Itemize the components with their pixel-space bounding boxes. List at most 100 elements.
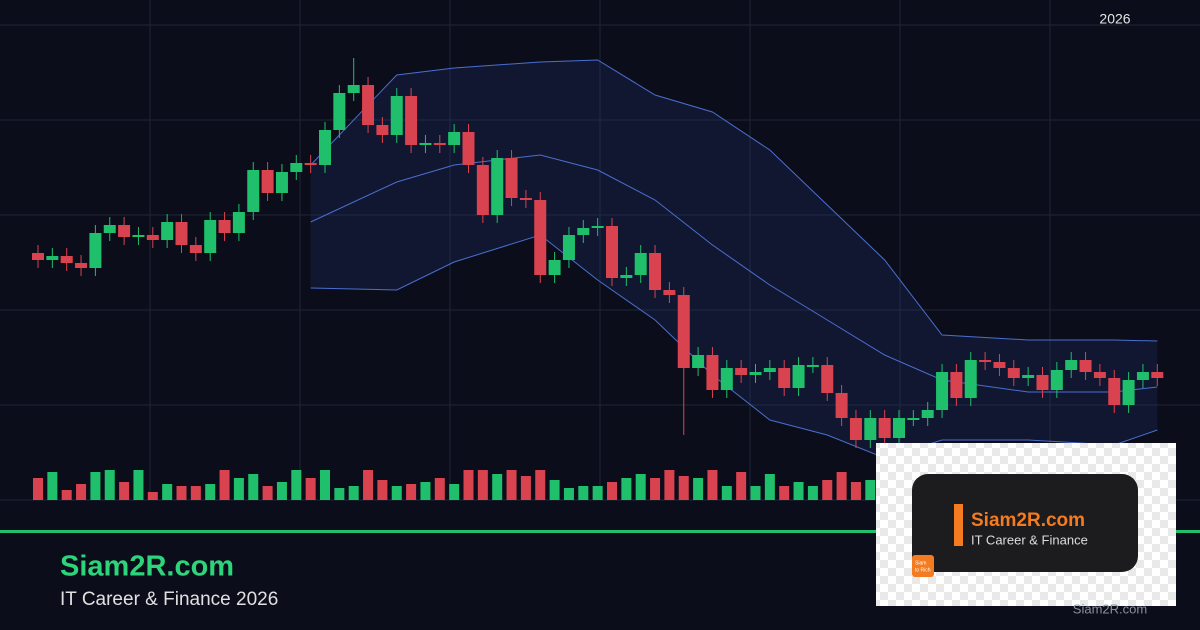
- volume-bar: [233, 478, 244, 500]
- volume-bar: [592, 486, 603, 500]
- volume-bar: [406, 484, 417, 500]
- candle-body: [419, 143, 432, 145]
- candle-body: [376, 125, 389, 135]
- candle-body: [936, 372, 949, 410]
- candle-body: [189, 245, 202, 253]
- candle-body: [763, 368, 776, 372]
- candle-body: [735, 368, 748, 375]
- volume-bar: [434, 478, 445, 500]
- volume-bar: [506, 470, 517, 500]
- candle-body: [1136, 372, 1149, 380]
- volume-bar: [348, 486, 359, 500]
- icon-text: Siam: [915, 560, 926, 566]
- candle-body: [548, 260, 561, 275]
- badge-tagline: IT Career & Finance: [971, 532, 1088, 547]
- badge-card: [912, 474, 1138, 572]
- candle-body: [706, 355, 719, 390]
- volume-bar: [334, 488, 345, 500]
- candle-body: [204, 220, 217, 253]
- candle-body: [534, 200, 547, 275]
- volume-bar: [377, 480, 388, 500]
- candle-body: [577, 228, 590, 235]
- candle-body: [835, 393, 848, 418]
- volume-bar: [76, 484, 87, 500]
- candle-body: [362, 85, 375, 125]
- candle-body: [979, 360, 992, 362]
- candle-body: [778, 368, 791, 388]
- candle-body: [692, 355, 705, 368]
- volume-bar: [391, 486, 402, 500]
- candle-body: [1122, 380, 1135, 405]
- volume-bar: [276, 482, 287, 500]
- candle-body: [89, 233, 102, 268]
- candle-body: [519, 198, 532, 200]
- volume-bar: [147, 492, 158, 500]
- volume-bar: [176, 486, 187, 500]
- candle-body: [261, 170, 274, 193]
- candle-body: [677, 295, 690, 368]
- candle-body: [893, 418, 905, 438]
- volume-bar: [262, 486, 273, 500]
- candle-body: [1050, 370, 1063, 390]
- volume-bar: [693, 478, 704, 500]
- candle-body: [232, 212, 245, 233]
- candle-body: [1093, 372, 1106, 378]
- candle-body: [390, 96, 403, 135]
- band-lower: [310, 234, 1158, 459]
- volume-bar: [248, 474, 259, 500]
- volume-bar: [420, 482, 431, 500]
- volume-bar: [865, 480, 876, 500]
- volume-bar: [779, 486, 790, 500]
- candle-body: [60, 256, 73, 263]
- divider: [0, 530, 1200, 533]
- volume-bar: [535, 470, 546, 500]
- candle-body: [1065, 360, 1078, 370]
- candle-body: [304, 163, 317, 165]
- badge-brand: Siam2R.com: [971, 510, 1085, 531]
- candle-body: [505, 158, 518, 198]
- candle-body: [347, 85, 360, 93]
- volume-bar: [205, 484, 216, 500]
- candle-body: [663, 290, 676, 295]
- candle-body: [606, 226, 618, 278]
- candle-body: [749, 372, 762, 375]
- candle-body: [806, 365, 819, 367]
- candle-body: [878, 418, 891, 438]
- volume-bar: [850, 482, 861, 500]
- footer-brand: Siam2R.com: [60, 551, 234, 583]
- candle-body: [103, 225, 116, 233]
- candle-body: [1007, 368, 1020, 378]
- candle-body: [275, 172, 288, 193]
- volume-bar: [133, 470, 144, 500]
- watermark: Siam2R.com: [1073, 601, 1147, 616]
- volume-bar: [520, 476, 531, 500]
- candle-body: [792, 365, 805, 388]
- candle-body: [1036, 375, 1049, 390]
- volume-bar: [635, 474, 646, 500]
- candle-body: [864, 418, 877, 440]
- volume-bar: [807, 486, 818, 500]
- candle-body: [1151, 372, 1164, 378]
- year-label: 2026: [1099, 11, 1130, 27]
- volume-bar: [736, 472, 747, 500]
- band-upper: [310, 59, 1158, 342]
- volume-bar: [793, 482, 804, 500]
- badge-icon: [912, 555, 934, 577]
- candle-body: [32, 253, 44, 260]
- volume-bar: [563, 488, 574, 500]
- candle-body: [849, 418, 862, 440]
- volume-bar: [578, 486, 589, 500]
- candle-body: [405, 96, 418, 145]
- badge: Siam2R.com IT Career & Finance Siam to R…: [876, 443, 1176, 606]
- volume-bar: [822, 480, 833, 500]
- volume-bar: [836, 472, 847, 500]
- candle-body: [821, 365, 834, 393]
- chart-area: [32, 58, 1164, 500]
- volume-bar: [47, 472, 58, 500]
- candle-body: [907, 418, 920, 420]
- candle-body: [964, 360, 977, 398]
- volume-bar: [33, 478, 43, 500]
- volume-bar: [61, 490, 72, 500]
- volume-bar: [764, 474, 775, 500]
